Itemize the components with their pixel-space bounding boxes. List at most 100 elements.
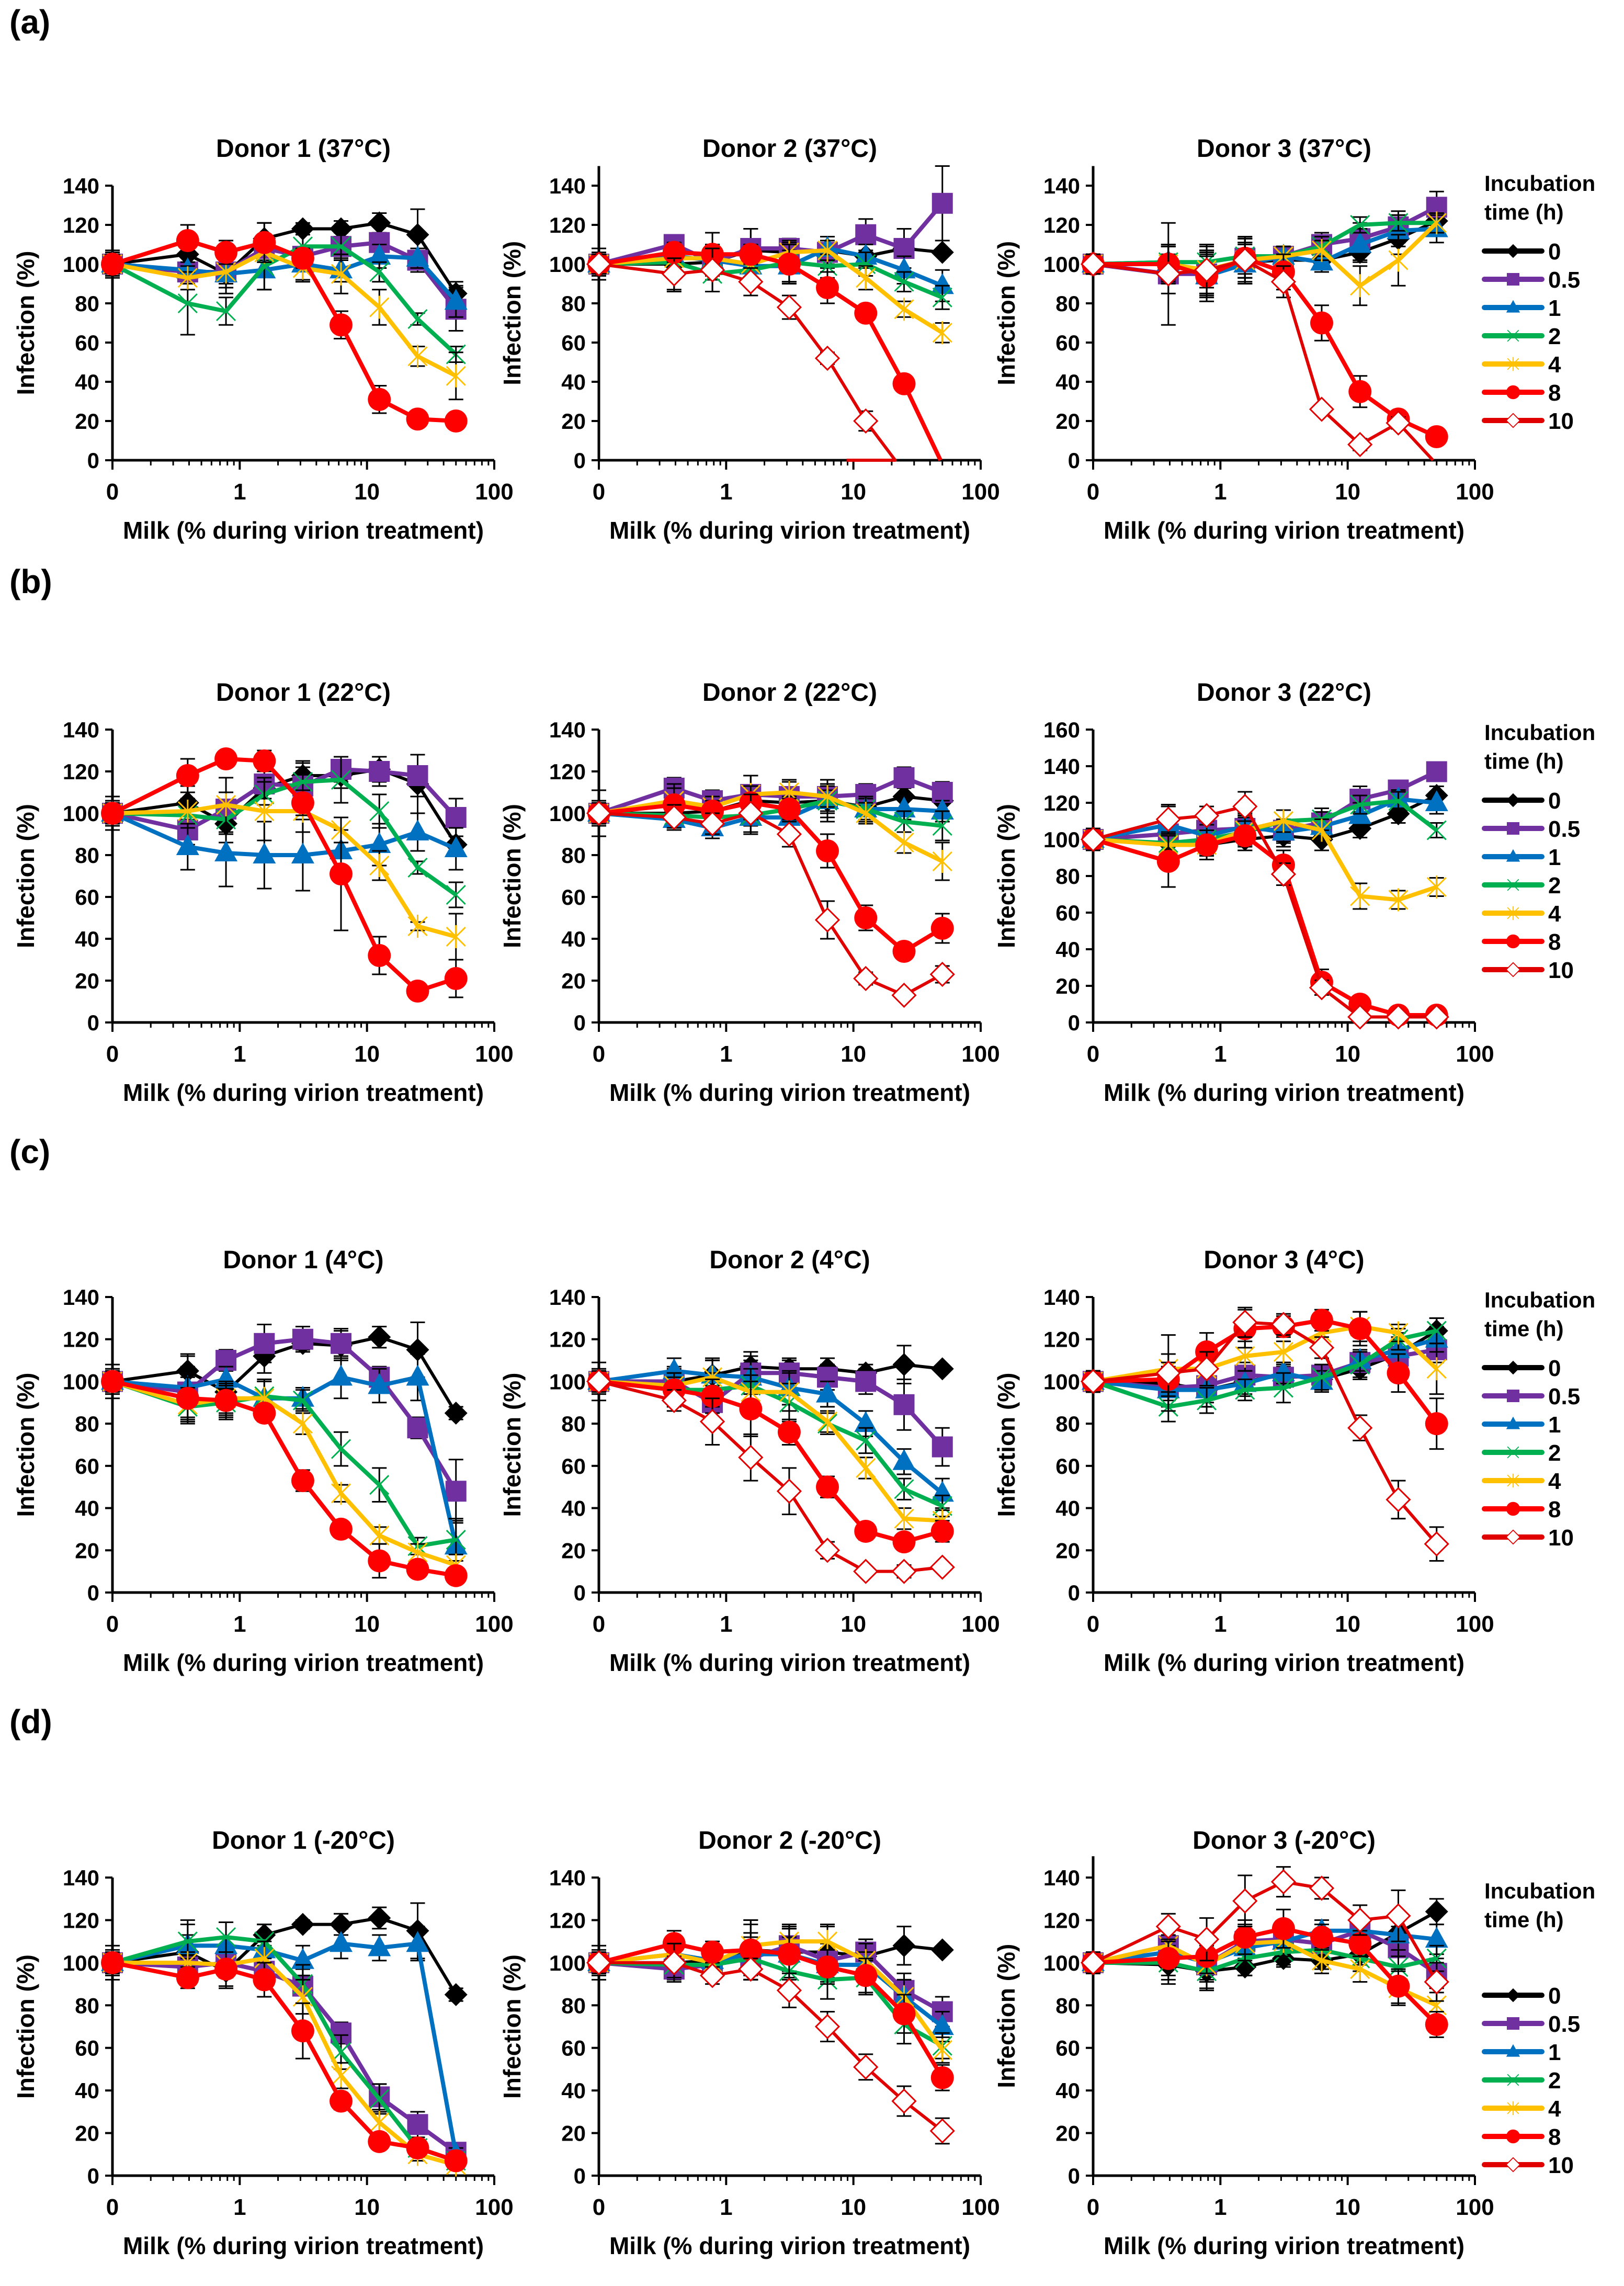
data-point <box>853 2054 879 2080</box>
data-point <box>444 410 468 433</box>
legend-label: 4 <box>1548 2096 1561 2122</box>
data-point <box>291 2019 314 2043</box>
data-point <box>814 2014 841 2040</box>
data-point <box>1348 1317 1372 1340</box>
legend-item: 0.5 <box>1482 2011 1580 2037</box>
data-point <box>253 1401 276 1425</box>
y-tick-label: 0 <box>1068 2164 1080 2188</box>
y-tick-label: 80 <box>561 1993 586 2018</box>
y-tick-label: 40 <box>75 1496 99 1521</box>
y-axis-label: Infection (%) <box>12 251 39 395</box>
data-point <box>1232 1310 1258 1335</box>
x-tick-label: 1 <box>233 1611 246 1637</box>
data-point <box>368 388 391 411</box>
series-line <box>112 1941 458 2155</box>
legend-label: 10 <box>1548 408 1574 434</box>
data-point <box>406 820 429 840</box>
y-tick-label: 120 <box>1043 1327 1080 1352</box>
y-tick-label: 80 <box>561 843 586 868</box>
data-point <box>1426 820 1447 840</box>
legend-item: 10 <box>1482 958 1574 983</box>
data-point <box>739 1397 763 1420</box>
data-point <box>894 1479 914 1499</box>
series-10 <box>586 1369 955 1584</box>
chart-title: Donor 3 (-20°C) <box>1193 1827 1376 1855</box>
legend-marker <box>1507 1390 1519 1402</box>
diamond-open-icon <box>1505 962 1521 977</box>
x-tick-label: 100 <box>475 1041 513 1067</box>
y-tick-label: 40 <box>561 370 586 394</box>
series-10 <box>586 1942 955 2145</box>
data-point <box>329 1913 353 1936</box>
data-point <box>1232 1888 1258 1914</box>
data-point <box>779 1380 799 1404</box>
data-point <box>176 1966 199 1989</box>
legend-item: 10 <box>1482 408 1574 434</box>
x-axis-label: Milk (% during virion treatment) <box>123 1649 484 1676</box>
series-8 <box>101 747 468 1003</box>
data-point <box>368 1325 391 1349</box>
y-tick-label: 20 <box>561 969 586 993</box>
series-2 <box>102 1370 466 1562</box>
data-point <box>1426 211 1447 235</box>
data-point <box>854 301 878 325</box>
data-point <box>815 1475 839 1499</box>
data-point <box>932 815 952 836</box>
legend-marker <box>1506 934 1520 949</box>
data-point <box>699 811 725 837</box>
data-point <box>777 798 801 821</box>
chart-title: Donor 1 (22°C) <box>216 679 391 707</box>
data-point <box>699 257 725 283</box>
data-point <box>930 799 954 820</box>
x-tick-label: 10 <box>1335 479 1360 505</box>
data-point <box>1426 875 1447 899</box>
data-point <box>216 1927 236 1948</box>
y-tick-label: 80 <box>1055 1993 1080 2018</box>
y-tick-label: 80 <box>561 291 586 316</box>
y-tick-label: 140 <box>63 1866 99 1890</box>
data-point <box>701 1384 724 1408</box>
legend-item: 4 <box>1482 901 1561 927</box>
data-point <box>1309 975 1335 1000</box>
chart-title: Donor 3 (4°C) <box>1203 1246 1364 1274</box>
legend-marker <box>1505 1529 1521 1545</box>
data-point <box>930 1481 954 1502</box>
data-point <box>892 1934 916 1958</box>
circle-icon <box>1506 934 1520 949</box>
x-tick-label: 100 <box>961 1611 1000 1637</box>
y-tick-label: 0 <box>574 448 586 473</box>
legend-item: 8 <box>1482 380 1561 406</box>
y-tick-label: 20 <box>1055 1538 1080 1563</box>
diamond-open-icon <box>1505 413 1521 428</box>
data-point <box>177 1931 198 1952</box>
chart-panel: Donor 2 (22°C) 0 20 40 60 80 100 120 140 0 1 10 100 M… <box>498 679 1000 1106</box>
data-point <box>177 293 198 314</box>
data-point <box>892 2002 916 2026</box>
x-icon <box>1507 2074 1519 2086</box>
y-tick-label: 60 <box>561 331 586 355</box>
series-10 <box>586 247 897 462</box>
legend-item: 0 <box>1482 788 1561 814</box>
legend-marker <box>1506 385 1520 400</box>
y-tick-label: 140 <box>549 1866 586 1890</box>
data-point <box>661 1950 687 1975</box>
data-point <box>932 192 953 214</box>
legend-label: 0.5 <box>1548 1384 1580 1409</box>
series-10 <box>586 793 955 1008</box>
data-point <box>331 1439 351 1459</box>
chart-title: Donor 2 (22°C) <box>702 679 877 707</box>
legend-item: 8 <box>1482 929 1561 955</box>
y-axis-label: Infection (%) <box>993 241 1020 385</box>
y-tick-label: 120 <box>63 1908 99 1932</box>
data-point <box>1424 1004 1449 1030</box>
y-tick-label: 20 <box>1055 2121 1080 2146</box>
legend-label: 0 <box>1548 1983 1561 2009</box>
y-tick-label: 140 <box>549 718 586 742</box>
data-point <box>292 1390 313 1411</box>
data-point <box>1195 833 1219 857</box>
data-point <box>292 771 313 792</box>
data-point <box>291 1469 314 1493</box>
y-tick-label: 140 <box>63 174 99 198</box>
legend-marker <box>1507 2074 1519 2086</box>
y-tick-label: 20 <box>561 409 586 434</box>
